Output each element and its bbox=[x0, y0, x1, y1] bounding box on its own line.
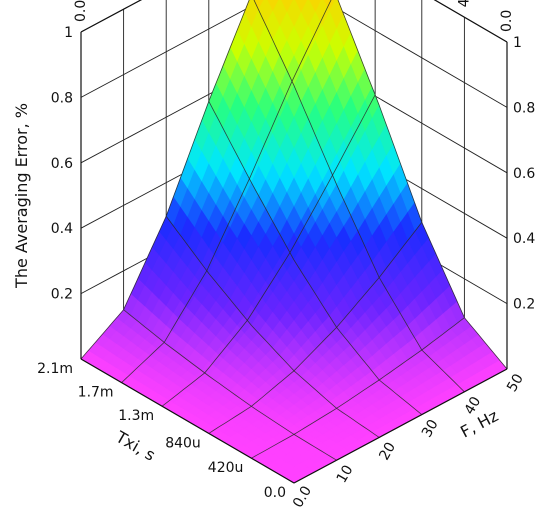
surface-grid-line bbox=[208, 101, 423, 415]
z-tick-label-right: 0.6 bbox=[513, 166, 535, 182]
surface-grid-line bbox=[123, 309, 337, 461]
x-tick-label-top: 0.0 bbox=[73, 0, 89, 22]
axis-labels: 0.010203040500.0420u840u1.3m1.7m2.1m0.01… bbox=[12, 0, 535, 509]
surface-grid-line bbox=[337, 0, 508, 370]
x-tick-label: 10 bbox=[334, 462, 357, 485]
surface-grid-line bbox=[253, 0, 465, 393]
frame-edge bbox=[80, 358, 295, 484]
surface-grid-line bbox=[121, 0, 332, 383]
surface-grid-line bbox=[208, 222, 423, 434]
z-tick-label-left: 0.2 bbox=[51, 287, 73, 303]
chart-frame bbox=[80, 0, 508, 484]
z-axis-title: The Averaging Error, % bbox=[12, 103, 31, 289]
surface-grid-line bbox=[251, 317, 465, 459]
y-tick-label: 840u bbox=[165, 435, 201, 451]
y-tick-label-top: 420u bbox=[456, 0, 472, 7]
y-tick-label: 0.0 bbox=[264, 485, 286, 501]
z-tick-label-left: 0.8 bbox=[51, 90, 73, 106]
x-tick-label: 50 bbox=[504, 371, 527, 394]
frame-edge bbox=[433, 0, 508, 43]
y-axis-title: Txi, s bbox=[112, 427, 159, 465]
z-tick-label-right: 0.8 bbox=[513, 100, 535, 116]
frame-edge bbox=[293, 368, 508, 484]
surface-grid-line bbox=[161, 94, 376, 407]
y-tick-label: 1.7m bbox=[78, 385, 114, 401]
y-tick-label-top: 0.0 bbox=[499, 10, 515, 32]
frame-edge bbox=[80, 0, 143, 33]
y-tick-label: 420u bbox=[208, 460, 244, 476]
z-tick-label-left: 0.4 bbox=[51, 221, 73, 237]
z-tick-label-right: 0.4 bbox=[513, 231, 535, 247]
x-tick-label: 20 bbox=[376, 440, 399, 463]
z-tick-label-right: 1 bbox=[513, 35, 522, 51]
x-tick-label: 40 bbox=[462, 394, 485, 417]
surface-grid-line bbox=[80, 0, 250, 360]
y-tick-label: 2.1m bbox=[37, 361, 73, 377]
z-tick-label-right: 0.2 bbox=[513, 297, 535, 313]
surface-plot bbox=[80, 0, 508, 484]
y-tick-label: 1.3m bbox=[118, 408, 154, 424]
x-tick-label: 30 bbox=[419, 417, 442, 440]
surface-grid-line bbox=[165, 216, 380, 438]
z-tick-label-left: 1 bbox=[64, 25, 73, 41]
z-tick-label-left: 0.6 bbox=[51, 156, 73, 172]
x-tick-label: 0.0 bbox=[290, 483, 315, 509]
